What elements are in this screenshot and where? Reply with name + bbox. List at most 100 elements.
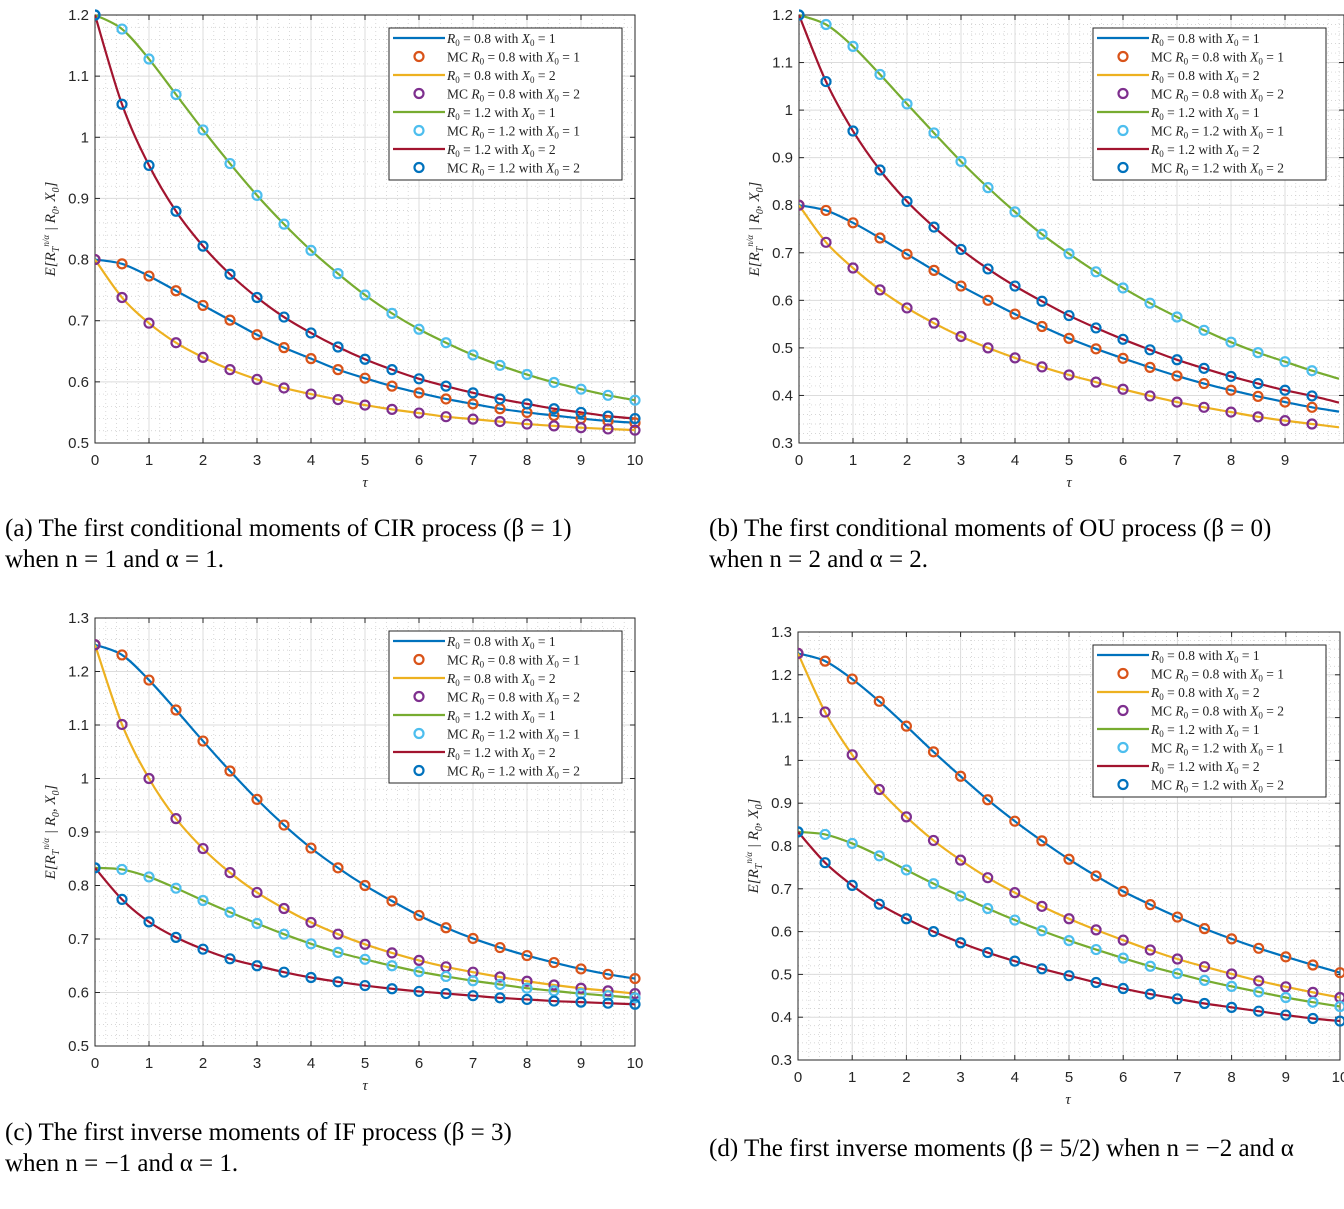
- x-tick-label: 4: [1011, 1069, 1019, 1086]
- mc-marker: [386, 307, 398, 319]
- mc-marker: [1280, 1009, 1292, 1021]
- mc-marker: [1198, 401, 1210, 413]
- mc-marker: [278, 382, 290, 394]
- panel-b: 0 1 2 3 4 5 6 7 8 9 0.3 0.4 0.5 0.6 0.7 0.8 0.9 1 1.1 1.2 τ E…: [0, 0, 1344, 600]
- mc-marker: [1253, 942, 1265, 954]
- mc-marker: [386, 960, 398, 972]
- mc-marker: [197, 943, 209, 955]
- mc-marker: [819, 828, 831, 841]
- mc-marker: [251, 189, 263, 201]
- mc-marker: [874, 164, 886, 176]
- mc-marker: [116, 23, 128, 35]
- y-tick-label: 0.6: [772, 292, 793, 309]
- caption-c: (c) The first inverse moments of IF proc…: [5, 1117, 512, 1179]
- mc-marker: [1090, 376, 1102, 388]
- y-tick-label: 0.5: [771, 966, 792, 983]
- mc-marker: [1252, 390, 1264, 402]
- mc-marker: [95, 862, 101, 874]
- mc-marker: [955, 330, 967, 343]
- mc-marker: [1009, 206, 1021, 218]
- mc-marker: [116, 291, 128, 304]
- legend-label: R0 = 0.8 with X0 = 1: [446, 634, 556, 651]
- mc-marker: [170, 931, 182, 943]
- mc-marker: [224, 314, 236, 326]
- y-tick-label: 1.1: [772, 55, 793, 72]
- mc-marker: [1279, 415, 1291, 427]
- mc-marker: [1144, 361, 1156, 373]
- mc-marker: [386, 403, 398, 415]
- y-tick-label: 1.3: [68, 610, 89, 627]
- legend-label: R0 = 0.8 with X0 = 1: [1150, 648, 1260, 665]
- x-tick-label: 5: [361, 1055, 369, 1072]
- legend-marker-swatch: [1117, 161, 1129, 174]
- mc-marker: [548, 956, 560, 969]
- y-tick-label: 0.3: [771, 1052, 792, 1069]
- mc-marker: [575, 963, 587, 975]
- mc-marker: [846, 837, 858, 850]
- mc-marker: [521, 418, 533, 430]
- mc-marker: [440, 411, 452, 423]
- mc-marker: [413, 954, 425, 967]
- x-tick-label: 7: [1173, 1069, 1181, 1086]
- mc-marker: [1036, 925, 1048, 937]
- mc-marker: [332, 393, 344, 406]
- legend-label: MC R0 = 0.8 with X0 = 1: [1151, 50, 1284, 67]
- mc-marker: [494, 416, 506, 428]
- mc-marker: [170, 704, 182, 716]
- y-tick-label: 0.6: [771, 924, 792, 941]
- legend-box: [1092, 27, 1327, 181]
- mc-marker: [359, 353, 371, 365]
- y-tick-label: 0.9: [771, 795, 792, 812]
- y-axis-title-text: E[RTn/α | R0, X0]: [41, 784, 62, 880]
- series-line: [95, 258, 636, 432]
- mc-marker: [1171, 953, 1184, 965]
- mc-marker: [819, 857, 831, 869]
- y-axis-title: E[RTn/α | R0, X0]: [41, 784, 62, 880]
- series-line: [799, 14, 1340, 404]
- y-tick-label: 1: [81, 771, 89, 788]
- mc-marker: [251, 291, 263, 304]
- mc-marker: [224, 867, 236, 879]
- mc-marker: [332, 862, 344, 874]
- x-tick-label: 0: [91, 1055, 99, 1072]
- mc-marker: [1198, 997, 1211, 1010]
- x-tick-label: 8: [1227, 452, 1235, 469]
- mc-marker: [386, 983, 398, 995]
- y-tick-label: 0.6: [68, 985, 89, 1002]
- mc-marker: [1117, 333, 1129, 345]
- mc-marker: [305, 327, 317, 339]
- mc-marker: [197, 735, 209, 747]
- mc-marker: [629, 998, 641, 1010]
- mc-marker: [548, 985, 560, 997]
- mc-marker: [1280, 991, 1292, 1004]
- mc-marker: [1306, 390, 1318, 402]
- mc-marker: [251, 329, 263, 341]
- mc-marker: [548, 979, 560, 991]
- mc-marker: [928, 221, 940, 233]
- x-tick-label: 6: [1119, 1069, 1127, 1086]
- legend-label: R0 = 1.2 with X0 = 1: [1150, 105, 1260, 122]
- mc-marker: [575, 982, 587, 994]
- y-tick-label: 0.4: [771, 1009, 792, 1026]
- mc-marker: [575, 406, 587, 419]
- mc-marker: [629, 424, 641, 436]
- legend-marker-swatch: [1117, 87, 1129, 100]
- mc-marker: [1117, 352, 1129, 364]
- mc-marker: [602, 389, 614, 401]
- mc-marker: [1225, 933, 1238, 945]
- mc-marker: [224, 906, 236, 918]
- mc-marker: [440, 393, 452, 405]
- mc-marker: [305, 388, 317, 400]
- mc-marker: [1252, 411, 1264, 423]
- y-tick-label: 0.9: [68, 824, 89, 841]
- mc-marker: [900, 720, 913, 732]
- legend-marker-swatch: [1117, 124, 1129, 137]
- mc-marker: [224, 953, 236, 965]
- y-tick-label: 0.8: [68, 252, 89, 269]
- x-tick-label: 1: [849, 452, 857, 469]
- x-tick-label: 9: [1281, 452, 1289, 469]
- mc-marker: [1009, 815, 1021, 827]
- mc-marker: [847, 40, 859, 52]
- legend-label: R0 = 1.2 with X0 = 2: [1150, 142, 1260, 159]
- legend-label: R0 = 0.8 with X0 = 2: [446, 671, 556, 688]
